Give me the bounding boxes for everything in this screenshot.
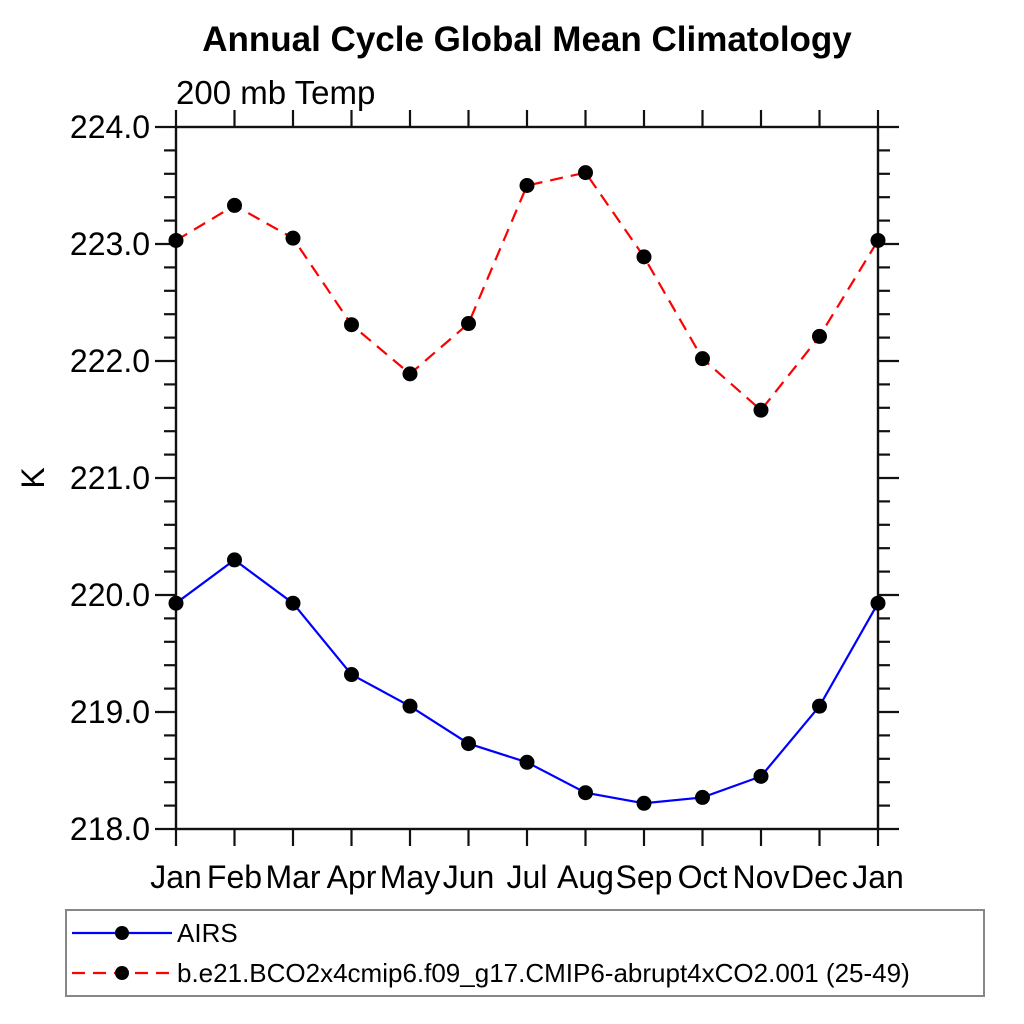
data-point-marker xyxy=(870,595,886,611)
x-tick-label: Apr xyxy=(327,859,377,895)
chart-title: Annual Cycle Global Mean Climatology xyxy=(202,20,852,59)
y-tick-label: 219.0 xyxy=(70,694,150,730)
legend-label-model: b.e21.BCO2x4cmip6.f09_g17.CMIP6-abrupt4x… xyxy=(177,957,910,988)
data-point-marker xyxy=(695,789,710,805)
data-point-marker xyxy=(636,795,652,811)
y-tick-label: 220.0 xyxy=(70,577,150,613)
x-tick-label: May xyxy=(380,859,440,895)
x-tick-label: Oct xyxy=(678,859,728,895)
data-point-marker xyxy=(402,698,418,714)
data-point-marker xyxy=(753,402,769,418)
legend-box: AIRS b.e21.BCO2x4cmip6.f09_g17.CMIP6-abr… xyxy=(65,909,985,997)
legend-item-airs: AIRS xyxy=(67,916,983,950)
data-point-marker xyxy=(870,232,886,248)
x-tick-label: Sep xyxy=(616,859,673,895)
data-point-marker xyxy=(812,328,827,344)
y-axis-label: K xyxy=(15,467,51,488)
legend-line-sample-model xyxy=(72,965,172,980)
x-tick-label: Jul xyxy=(507,859,548,895)
y-tick-label: 221.0 xyxy=(70,460,150,496)
x-tick-label: Jan xyxy=(852,859,904,895)
data-point-marker xyxy=(227,197,242,213)
data-point-marker xyxy=(636,249,652,265)
data-point-marker xyxy=(344,317,359,333)
y-tick-label: 224.0 xyxy=(70,109,150,145)
x-tick-label: Jan xyxy=(150,859,202,895)
data-point-marker xyxy=(168,232,184,248)
data-point-marker xyxy=(285,595,301,611)
data-point-marker xyxy=(285,230,301,246)
plot-frame xyxy=(174,125,880,831)
data-point-marker xyxy=(227,552,242,568)
legend-label-airs: AIRS xyxy=(177,918,238,949)
data-point-marker xyxy=(753,768,769,784)
data-point-marker xyxy=(461,316,476,332)
legend-marker-dot xyxy=(115,965,129,980)
series-model-line xyxy=(175,171,879,412)
y-tick-label: 218.0 xyxy=(70,811,150,847)
legend-marker-dot xyxy=(115,926,129,941)
x-tick-label: Jun xyxy=(443,859,495,895)
x-tick-label: Feb xyxy=(207,859,262,895)
data-point-marker xyxy=(578,165,593,181)
y-tick-label: 223.0 xyxy=(70,226,150,262)
data-point-marker xyxy=(812,698,827,714)
data-point-marker xyxy=(402,366,418,382)
chart-subtitle: 200 mb Temp xyxy=(176,74,376,111)
legend-item-model: b.e21.BCO2x4cmip6.f09_g17.CMIP6-abrupt4x… xyxy=(67,956,983,990)
data-point-marker xyxy=(168,595,184,611)
x-tick-label: Aug xyxy=(557,859,614,895)
data-point-marker xyxy=(519,178,535,193)
y-tick-label: 222.0 xyxy=(70,343,150,379)
x-tick-label: Dec xyxy=(791,859,848,895)
x-tick-label: Nov xyxy=(733,859,790,895)
data-point-marker xyxy=(344,667,359,683)
data-point-marker xyxy=(578,785,593,801)
data-point-marker xyxy=(695,351,710,367)
x-tick-label: Mar xyxy=(265,859,320,895)
legend-line-sample-airs xyxy=(72,926,172,941)
data-point-marker xyxy=(461,736,476,752)
data-point-marker xyxy=(519,754,535,770)
